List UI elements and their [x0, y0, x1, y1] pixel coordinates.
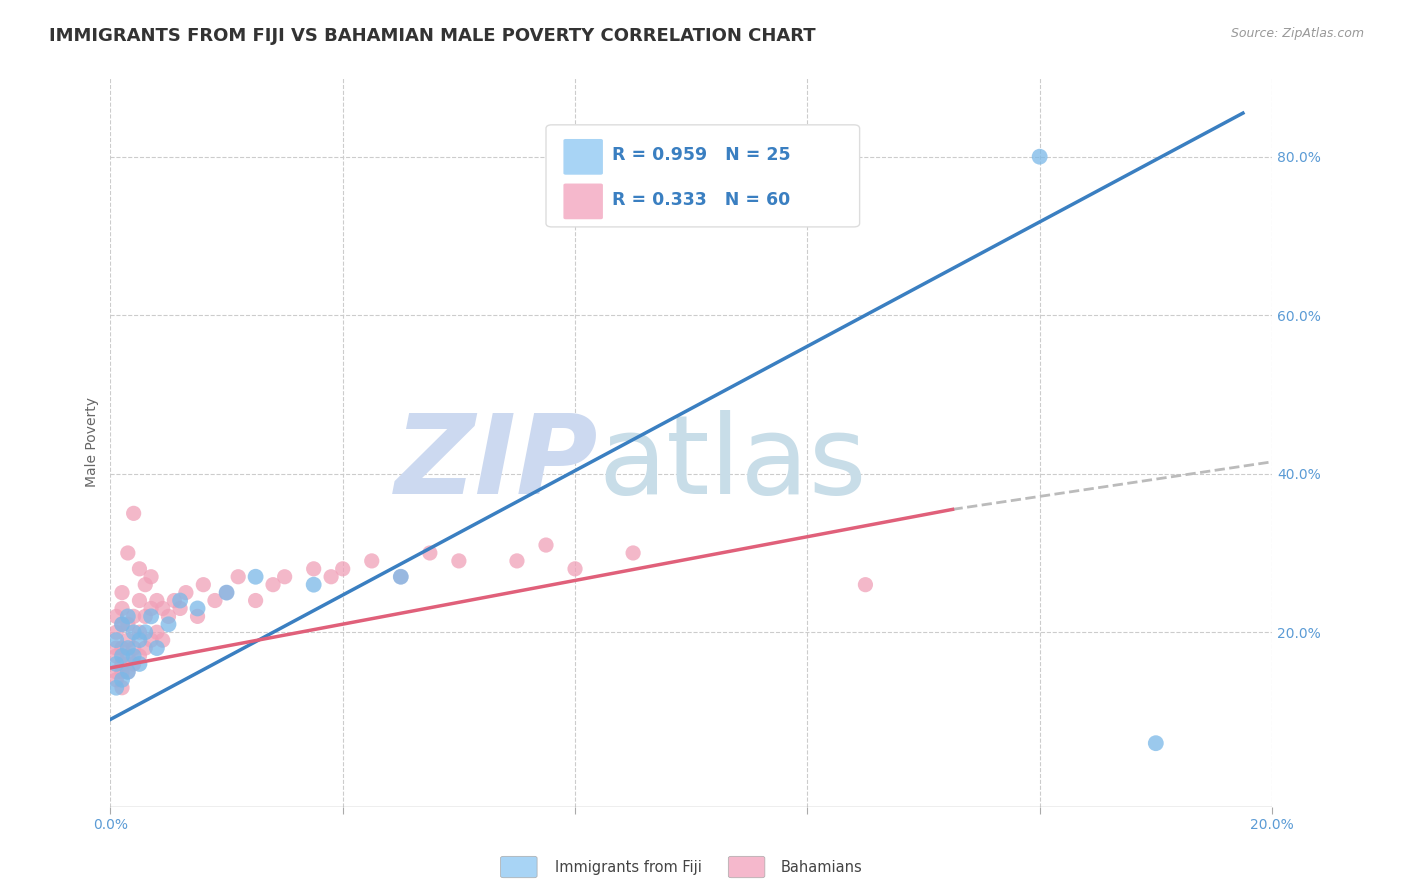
Point — [111, 673, 134, 687]
Point — [134, 609, 156, 624]
Point — [152, 633, 174, 648]
Point — [117, 665, 139, 679]
Point — [122, 507, 145, 521]
Point — [174, 585, 197, 599]
Point — [1144, 736, 1167, 750]
Point — [128, 648, 150, 663]
Point — [111, 657, 134, 671]
Point — [105, 609, 128, 624]
Text: R = 0.333   N = 60: R = 0.333 N = 60 — [612, 191, 790, 209]
Point — [193, 577, 215, 591]
Point — [273, 570, 295, 584]
Point — [204, 593, 226, 607]
Point — [419, 546, 441, 560]
Point — [139, 609, 162, 624]
Point — [139, 633, 162, 648]
Point — [564, 562, 586, 576]
Point — [105, 633, 128, 648]
Point — [262, 577, 284, 591]
FancyBboxPatch shape — [564, 184, 603, 219]
Point — [117, 665, 139, 679]
Point — [332, 562, 354, 576]
Point — [105, 665, 128, 679]
Point — [117, 609, 139, 624]
Point — [117, 633, 139, 648]
Text: Immigrants from Fiji: Immigrants from Fiji — [555, 860, 702, 874]
Point — [122, 648, 145, 663]
Text: IMMIGRANTS FROM FIJI VS BAHAMIAN MALE POVERTY CORRELATION CHART: IMMIGRANTS FROM FIJI VS BAHAMIAN MALE PO… — [49, 27, 815, 45]
Point — [117, 648, 139, 663]
Y-axis label: Male Poverty: Male Poverty — [86, 397, 100, 487]
FancyBboxPatch shape — [546, 125, 859, 227]
Point — [534, 538, 557, 552]
Point — [226, 570, 249, 584]
Point — [163, 593, 186, 607]
Point — [621, 546, 644, 560]
Point — [186, 609, 208, 624]
Point — [139, 601, 162, 615]
Point — [447, 554, 470, 568]
Point — [117, 546, 139, 560]
Point — [134, 625, 156, 640]
Point — [111, 617, 134, 632]
Point — [302, 562, 325, 576]
Point — [146, 593, 169, 607]
Point — [128, 625, 150, 640]
Point — [146, 625, 169, 640]
Point — [855, 577, 877, 591]
Point — [134, 641, 156, 656]
Point — [122, 657, 145, 671]
Point — [105, 625, 128, 640]
Point — [105, 641, 128, 656]
Point — [122, 641, 145, 656]
Point — [152, 601, 174, 615]
FancyBboxPatch shape — [564, 139, 603, 175]
Point — [111, 681, 134, 695]
Point — [105, 681, 128, 695]
Point — [319, 570, 342, 584]
Point — [169, 593, 191, 607]
Point — [111, 648, 134, 663]
Point — [111, 641, 134, 656]
Point — [122, 609, 145, 624]
Point — [245, 570, 267, 584]
Point — [215, 585, 238, 599]
Point — [186, 601, 208, 615]
Point — [389, 570, 412, 584]
Point — [215, 585, 238, 599]
Point — [146, 641, 169, 656]
Text: ZIP: ZIP — [395, 410, 599, 517]
Point — [389, 570, 412, 584]
Point — [128, 593, 150, 607]
Point — [360, 554, 382, 568]
Point — [169, 601, 191, 615]
Point — [128, 657, 150, 671]
Point — [111, 585, 134, 599]
Point — [245, 593, 267, 607]
Point — [302, 577, 325, 591]
Text: Bahamians: Bahamians — [780, 860, 862, 874]
Text: R = 0.959   N = 25: R = 0.959 N = 25 — [612, 146, 790, 164]
Point — [506, 554, 529, 568]
Point — [105, 673, 128, 687]
Text: atlas: atlas — [599, 410, 866, 517]
Point — [117, 641, 139, 656]
Point — [105, 657, 128, 671]
Text: Source: ZipAtlas.com: Source: ZipAtlas.com — [1230, 27, 1364, 40]
Point — [111, 601, 134, 615]
Point — [134, 577, 156, 591]
Point — [117, 617, 139, 632]
Point — [139, 570, 162, 584]
Point — [157, 609, 180, 624]
Point — [128, 633, 150, 648]
Point — [111, 617, 134, 632]
Point — [122, 625, 145, 640]
Point — [1028, 150, 1050, 164]
Point — [105, 648, 128, 663]
Point — [157, 617, 180, 632]
Point — [111, 665, 134, 679]
Point — [128, 562, 150, 576]
